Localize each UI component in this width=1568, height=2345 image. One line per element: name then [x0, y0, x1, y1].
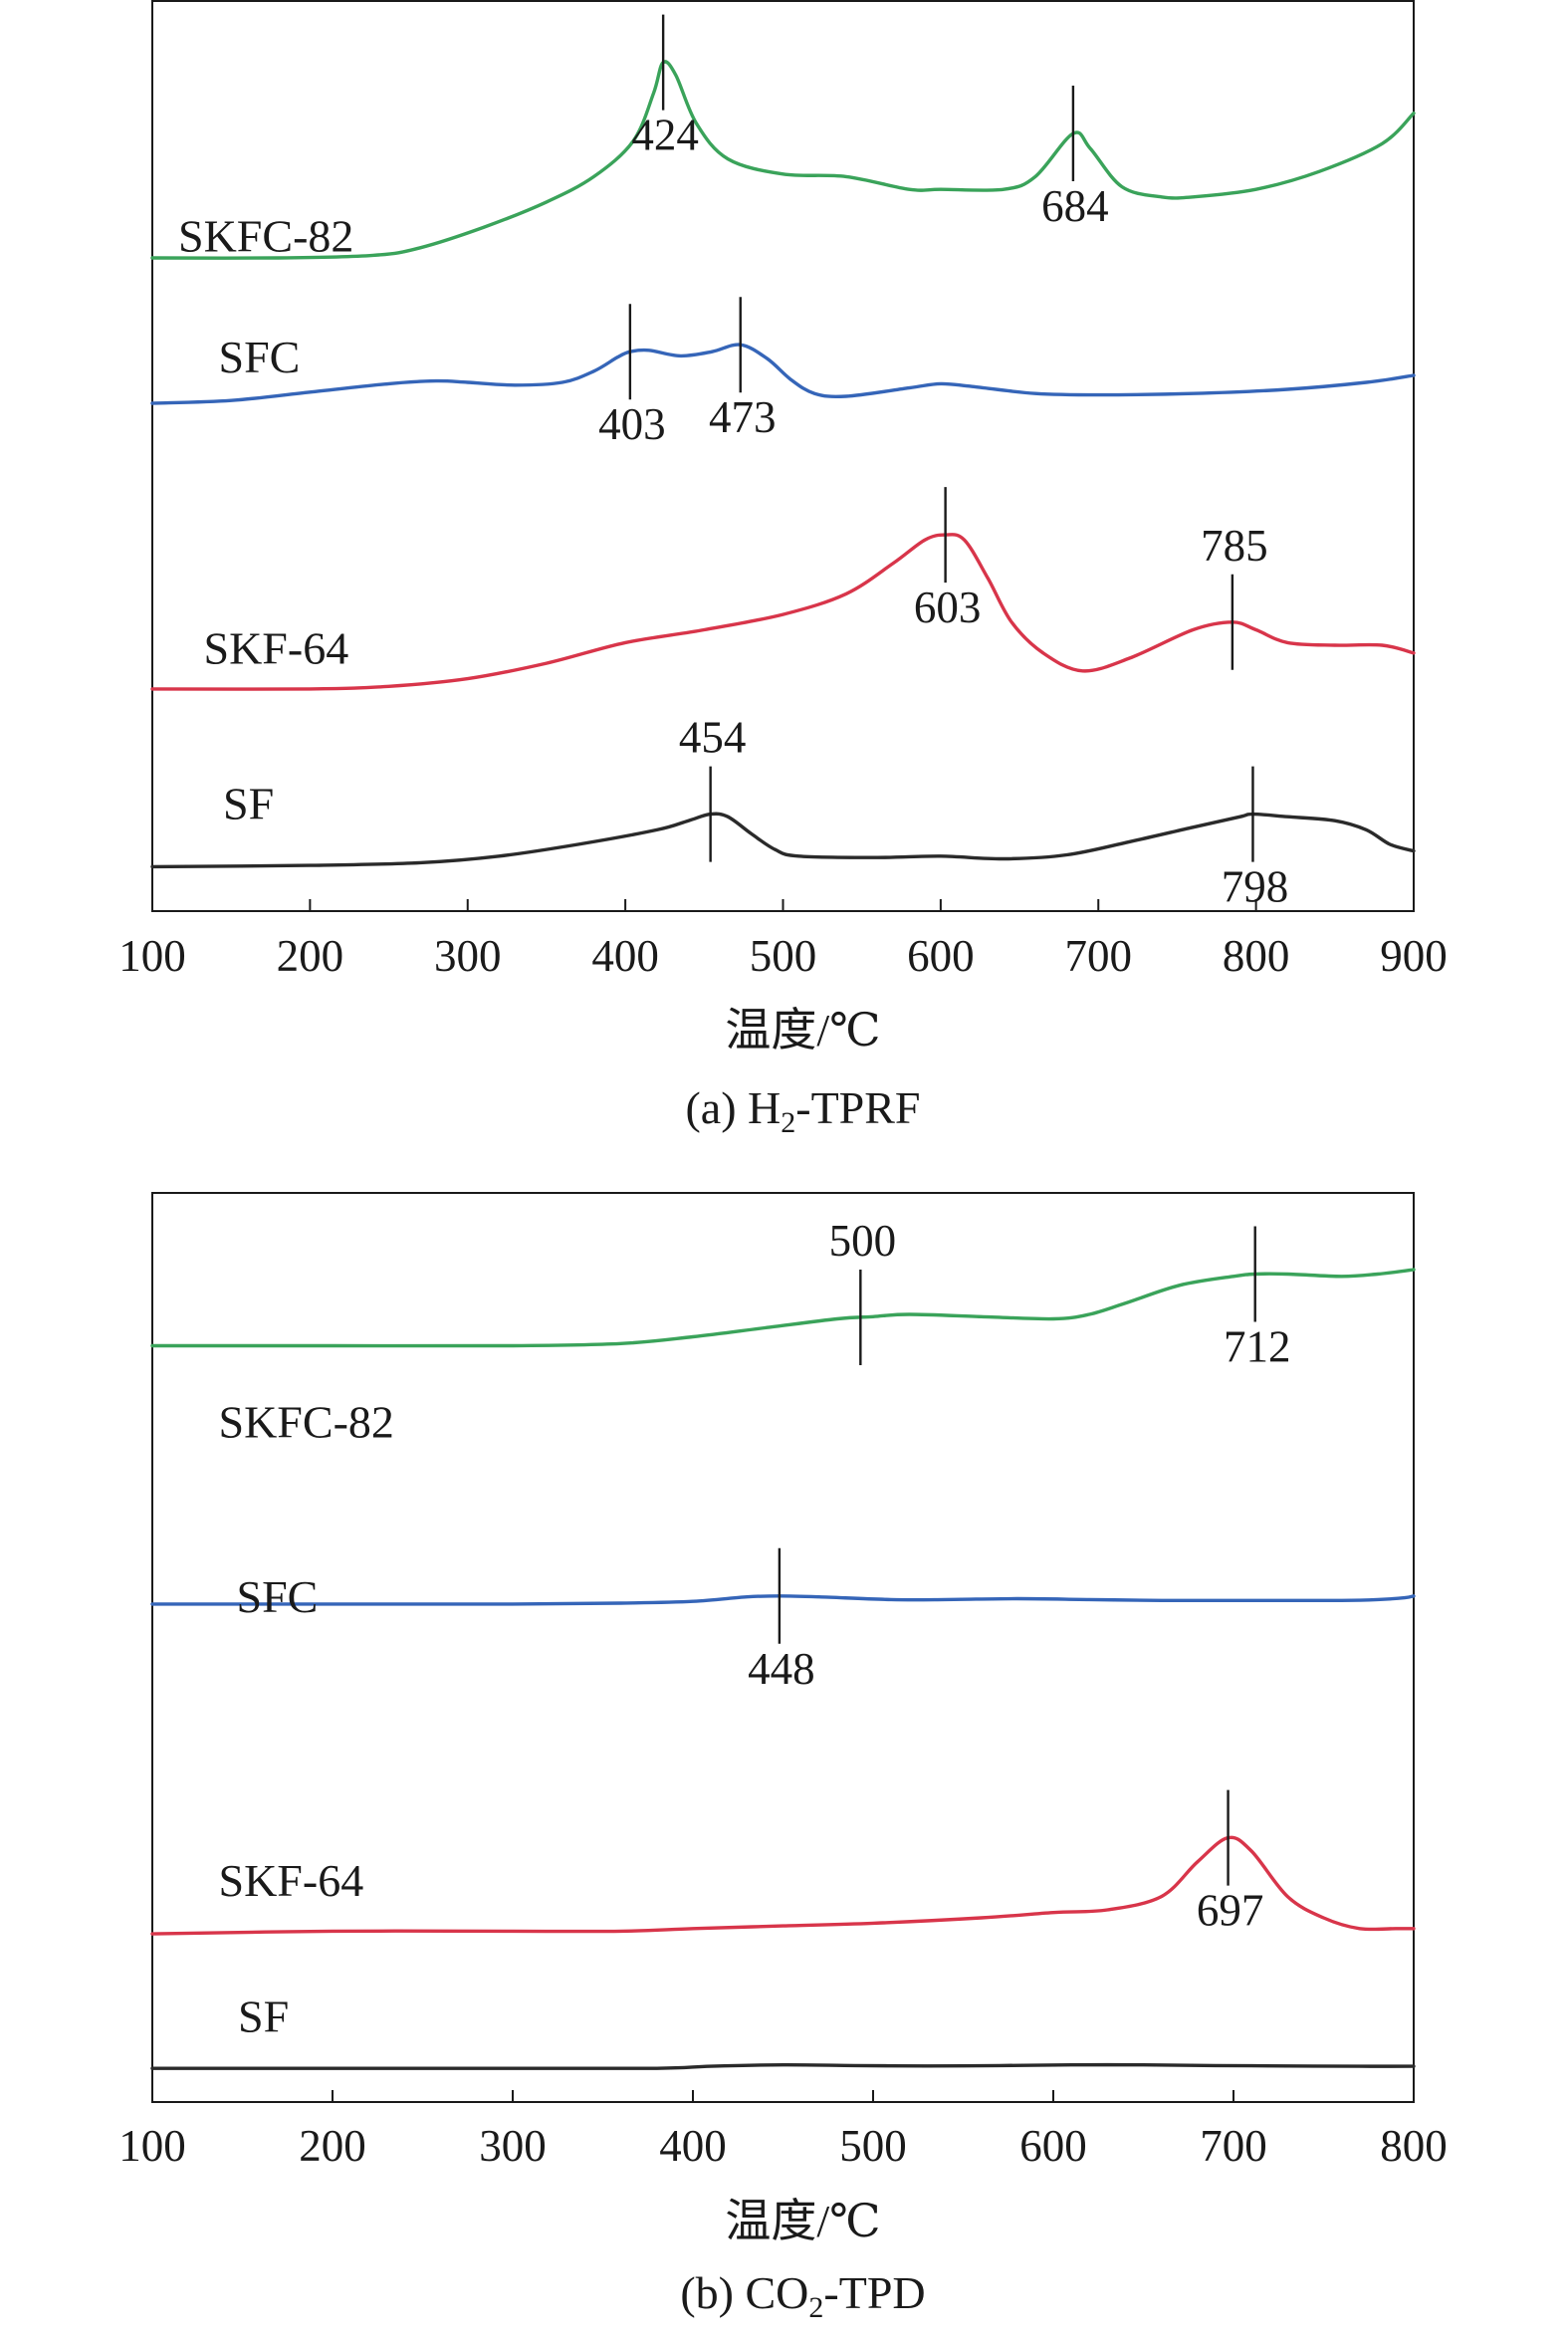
series-label-sf: SF	[223, 779, 274, 829]
series-label-skfc-82: SKFC-82	[219, 1397, 394, 1448]
x-tick-label: 800	[1380, 2121, 1448, 2171]
x-tick-label: 300	[479, 2121, 547, 2171]
peak-label: 454	[679, 713, 747, 763]
x-axis-label: 温度/℃	[725, 2196, 880, 2246]
chart-panel-a: 100 200 300 400 500 600 700 800 900 温度/℃ (a) H2-TP…	[118, 0, 1448, 1139]
x-tick-label: 400	[659, 2121, 727, 2171]
x-tick-label: 200	[277, 931, 344, 981]
series-line-skf-64	[150, 1835, 1416, 1936]
peak-label: 603	[914, 583, 982, 632]
x-tick-label: 500	[750, 931, 817, 981]
x-tick-label: 600	[1019, 2121, 1087, 2171]
plot-frame	[151, 1192, 1415, 2103]
series-line-sf	[150, 2062, 1416, 2071]
x-tick-label: 700	[1200, 2121, 1267, 2171]
peak-label: 403	[598, 399, 666, 449]
peak-label: 500	[829, 1216, 897, 1266]
x-tick-label: 600	[907, 931, 975, 981]
series-label-sf: SF	[238, 1992, 289, 2042]
peak-label: 712	[1224, 1322, 1291, 1372]
x-tick-label: 900	[1380, 931, 1448, 981]
series-line-sfc	[150, 343, 1416, 405]
x-tick-label: 200	[299, 2121, 366, 2171]
peak-label: 448	[748, 1644, 815, 1694]
peak-label: 785	[1201, 521, 1268, 571]
series-label-skf-64: SKF-64	[219, 1855, 364, 1906]
plot-frame	[151, 0, 1415, 912]
x-tick-label: 100	[118, 931, 186, 981]
series-line-sfc	[150, 1594, 1416, 1606]
series-label-sfc: SFC	[219, 332, 301, 382]
peak-label: 473	[709, 392, 777, 442]
series-line-skfc-82	[150, 60, 1416, 260]
peak-label: 798	[1222, 862, 1289, 912]
peak-label: 697	[1197, 1886, 1264, 1936]
panel-caption: (b) CO2-TPD	[680, 2267, 925, 2324]
peak-label: 424	[631, 111, 699, 160]
series-line-skfc-82	[150, 1268, 1416, 1348]
x-tick-label: 100	[118, 2121, 186, 2171]
peak-label: 684	[1041, 181, 1109, 231]
series-line-sf	[150, 812, 1416, 869]
x-axis-label: 温度/℃	[725, 1005, 880, 1055]
x-tick-label: 300	[434, 931, 502, 981]
panel-caption: (a) H2-TPRF	[685, 1082, 920, 1139]
series-line-skf-64	[150, 533, 1416, 691]
series-label-sfc: SFC	[237, 1571, 319, 1622]
x-tick-label: 700	[1065, 931, 1133, 981]
series-label-skfc-82: SKFC-82	[178, 211, 353, 262]
series-label-skf-64: SKF-64	[204, 623, 349, 674]
x-tick-label: 400	[591, 931, 659, 981]
x-tick-label: 800	[1223, 931, 1290, 981]
chart-panel-b: 100 200 300 400 500 600 700 800 温度/℃ (b) CO2-TPD S…	[118, 1192, 1448, 2324]
x-tick-label: 500	[839, 2121, 907, 2171]
